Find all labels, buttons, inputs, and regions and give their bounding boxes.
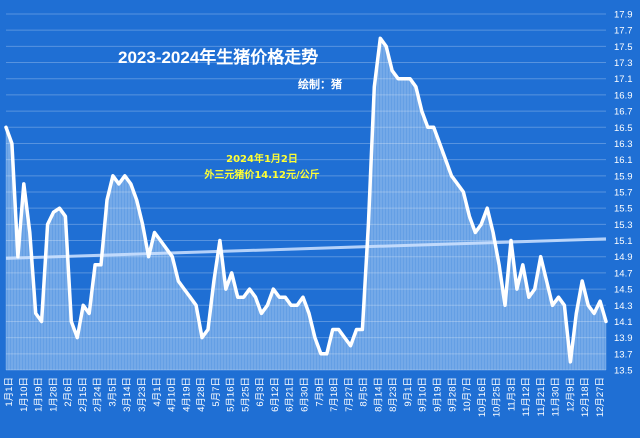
x-tick-label: 5月16日 [226, 377, 237, 412]
y-tick-label: 13.7 [614, 349, 633, 360]
x-tick-label: 12月18日 [580, 377, 591, 417]
x-tick-label: 11月21日 [536, 377, 547, 416]
y-tick-label: 15.9 [614, 171, 633, 182]
x-tick-label: 9月28日 [447, 377, 458, 412]
y-tick-label: 14.1 [614, 317, 633, 328]
x-tick-label: 3月5日 [107, 377, 118, 407]
x-tick-label: 8月14日 [373, 377, 384, 412]
x-tick-label: 11月30日 [551, 377, 562, 416]
x-tick-label: 6月12日 [270, 377, 281, 412]
x-tick-label: 3月14日 [122, 377, 133, 412]
y-tick-label: 15.5 [614, 204, 633, 215]
x-tick-label: 9月10日 [418, 377, 429, 412]
x-tick-label: 4月28日 [196, 377, 207, 412]
x-tick-label: 1月1日 [4, 377, 15, 407]
chart-subtitle: 绘制：猪 [298, 77, 342, 91]
x-tick-label: 4月10日 [167, 377, 178, 412]
x-tick-label: 8月23日 [388, 377, 399, 412]
y-tick-label: 13.9 [614, 333, 633, 344]
series-line [4, 36, 608, 364]
trendline-layer [5, 237, 607, 260]
y-tick-label: 14.9 [614, 252, 633, 263]
y-tick-label: 16.5 [614, 123, 633, 134]
y-tick-label: 16.3 [614, 139, 633, 150]
x-tick-label: 12月27日 [595, 377, 606, 417]
x-tick-label: 4月1日 [152, 377, 163, 407]
y-tick-label: 17.1 [614, 74, 633, 85]
y-tick-label: 17.7 [614, 26, 633, 37]
y-tick-label: 16.9 [614, 90, 633, 101]
y-tick-label: 16.1 [614, 155, 633, 166]
x-tick-label: 4月19日 [181, 377, 192, 412]
x-tick-label: 3月23日 [137, 377, 148, 412]
area-fill-layer [6, 38, 606, 371]
trendline [5, 237, 607, 260]
x-tick-label: 6月30日 [300, 377, 311, 412]
x-tick-label: 1月28日 [48, 377, 59, 412]
chart-title: 2023-2024年生猪价格走势 [118, 47, 318, 67]
x-tick-label: 10月25日 [492, 377, 503, 417]
x-tick-label: 11月12日 [521, 377, 532, 416]
x-tick-label: 7月27日 [344, 377, 355, 412]
y-tick-label: 14.7 [614, 268, 633, 279]
x-tick-label: 7月18日 [329, 377, 340, 412]
x-tick-label: 12月9日 [566, 377, 577, 412]
x-tick-label: 9月19日 [433, 377, 444, 412]
x-tick-label: 2月15日 [78, 377, 89, 412]
y-tick-label: 16.7 [614, 107, 633, 118]
x-tick-label: 5月25日 [240, 377, 251, 412]
annotation-date: 2024年1月2日 [226, 152, 298, 165]
y-tick-label: 15.1 [614, 236, 633, 247]
annotation-price: 外三元猪价14.12元/公斤 [203, 168, 319, 181]
x-tick-label: 5月7日 [211, 377, 222, 407]
x-tick-label: 9月1日 [403, 377, 414, 407]
x-tick-label-layer: 1月1日 1月10日 1月19日 1月28日 2月6日 2月15日 2月24日 3月5日 3月1… [4, 377, 606, 417]
y-tick-label: 15.3 [614, 220, 633, 231]
x-tick-label: 2月24日 [93, 377, 104, 412]
x-tick-label: 1月19日 [34, 377, 45, 412]
x-tick-label: 1月10日 [19, 377, 30, 412]
x-tick-label: 8月5日 [359, 377, 370, 407]
y-tick-label: 13.5 [614, 366, 633, 377]
y-tick-label-layer: 13.5 13.7 13.9 14.1 14.3 14.5 14.7 14.9 15.1 15.3… [614, 10, 633, 377]
y-tick-label: 17.9 [614, 10, 633, 21]
y-tick-label: 17.5 [614, 42, 633, 53]
x-tick-label: 6月21日 [285, 377, 296, 412]
x-tick-label: 2月6日 [63, 377, 74, 407]
x-tick-label: 11月3日 [506, 377, 517, 411]
y-tick-label: 15.7 [614, 188, 633, 199]
y-tick-label: 14.5 [614, 285, 633, 296]
series-area [6, 38, 606, 371]
y-tick-label: 14.3 [614, 301, 633, 312]
x-tick-label: 10月16日 [477, 377, 488, 417]
x-tick-label: 7月9日 [314, 377, 325, 407]
y-tick-label: 17.3 [614, 58, 633, 69]
x-tick-label: 6月3日 [255, 377, 266, 407]
x-tick-label: 10月7日 [462, 377, 473, 412]
series-line-layer [4, 36, 608, 364]
